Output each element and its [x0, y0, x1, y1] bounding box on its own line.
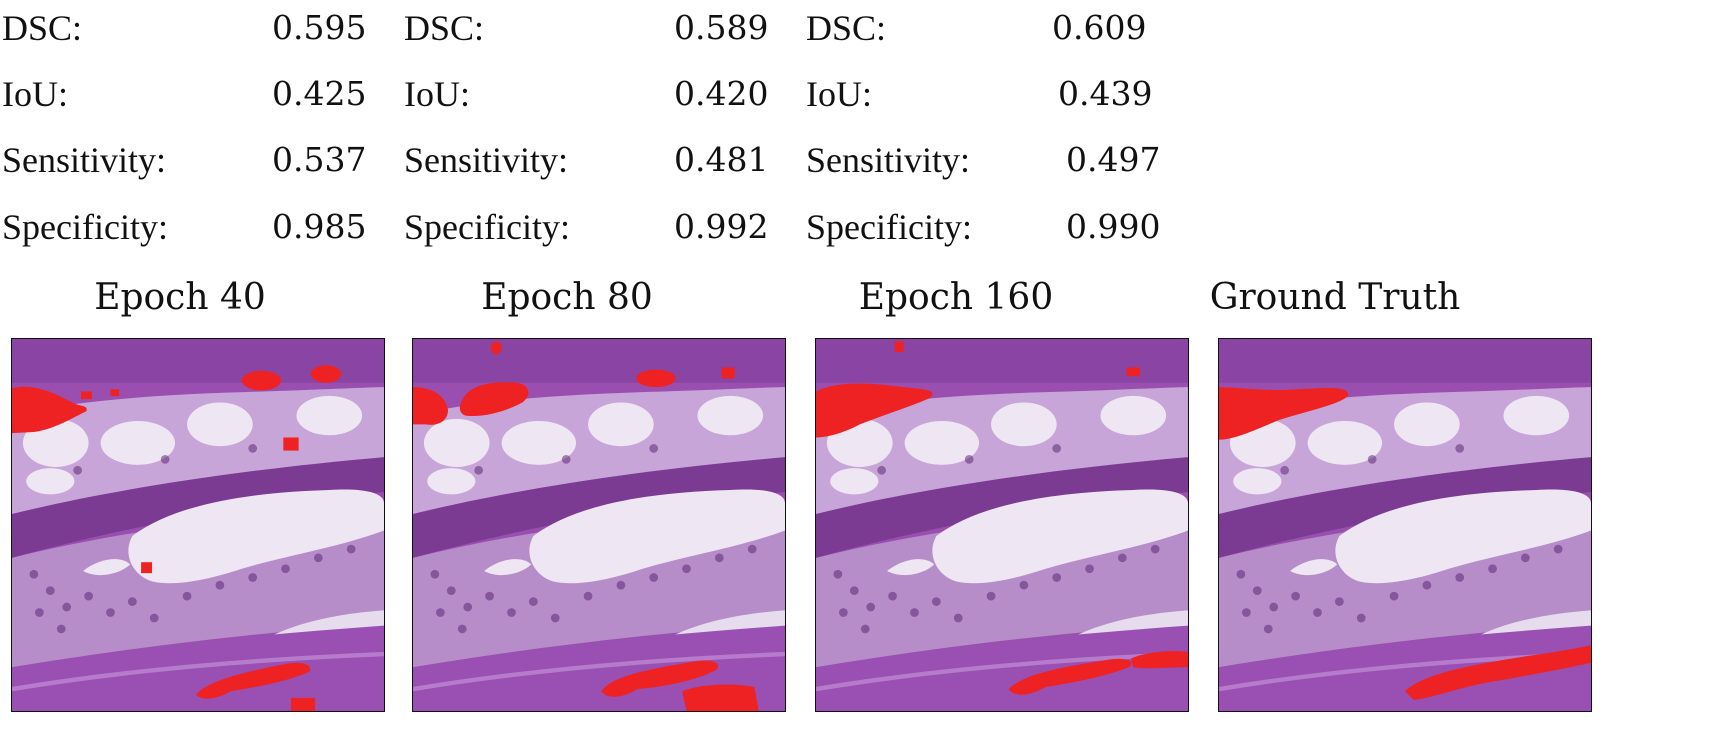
- segmentation-image-epoch-40: [11, 338, 385, 712]
- metric-label: DSC:: [806, 8, 887, 48]
- metric-value: 0.985: [272, 207, 367, 246]
- metric-label: Sensitivity:: [806, 140, 971, 180]
- segmentation-image-ground-truth: [1218, 338, 1592, 712]
- metric-row-specificity: Specificity: 0.985: [2, 199, 372, 255]
- metric-value: 0.609: [1052, 8, 1147, 47]
- metric-label: DSC:: [404, 8, 485, 48]
- metric-row-dsc: DSC: 0.589: [404, 0, 774, 56]
- panel-title-epoch-80: Epoch 80: [481, 277, 653, 318]
- metric-value: 0.497: [1066, 140, 1161, 179]
- metric-value: 0.990: [1066, 207, 1161, 246]
- metric-label: Sensitivity:: [2, 140, 167, 180]
- metric-label: Specificity:: [404, 207, 570, 247]
- metric-label: DSC:: [2, 8, 83, 48]
- metric-row-specificity: Specificity: 0.990: [806, 199, 1176, 255]
- metric-label: Specificity:: [2, 207, 168, 247]
- metric-value: 0.595: [272, 8, 367, 47]
- segmentation-image-epoch-160: [815, 338, 1189, 712]
- metric-label: Specificity:: [806, 207, 972, 247]
- panel-title-ground-truth: Ground Truth: [1209, 277, 1461, 318]
- metric-label: IoU:: [2, 74, 68, 114]
- segmentation-image-epoch-80: [412, 338, 786, 712]
- metric-row-sensitivity: Sensitivity: 0.497: [806, 132, 1176, 188]
- metric-row-sensitivity: Sensitivity: 0.537: [2, 132, 372, 188]
- panel-title-epoch-160: Epoch 160: [858, 277, 1054, 318]
- predicted-mask: [816, 341, 1188, 695]
- metric-row-sensitivity: Sensitivity: 0.481: [404, 132, 774, 188]
- metric-label: IoU:: [806, 74, 872, 114]
- metric-label: IoU:: [404, 74, 470, 114]
- metric-value: 0.439: [1058, 74, 1153, 113]
- metric-value: 0.481: [674, 140, 769, 179]
- metric-row-iou: IoU: 0.420: [404, 66, 774, 122]
- ground-truth-mask: [1219, 387, 1591, 701]
- metric-row-specificity: Specificity: 0.992: [404, 199, 774, 255]
- metric-row-iou: IoU: 0.425: [2, 66, 372, 122]
- metric-row-dsc: DSC: 0.609: [806, 0, 1176, 56]
- metric-label: Sensitivity:: [404, 140, 569, 180]
- metric-value: 0.537: [272, 140, 367, 179]
- panel-title-epoch-40: Epoch 40: [94, 277, 266, 318]
- metric-value: 0.992: [674, 207, 769, 246]
- metric-row-iou: IoU: 0.439: [806, 66, 1176, 122]
- metric-value: 0.589: [674, 8, 769, 47]
- metric-row-dsc: DSC: 0.595: [2, 0, 372, 56]
- metric-value: 0.420: [674, 74, 769, 113]
- predicted-mask: [12, 365, 342, 711]
- predicted-mask: [413, 341, 759, 711]
- metric-value: 0.425: [272, 74, 367, 113]
